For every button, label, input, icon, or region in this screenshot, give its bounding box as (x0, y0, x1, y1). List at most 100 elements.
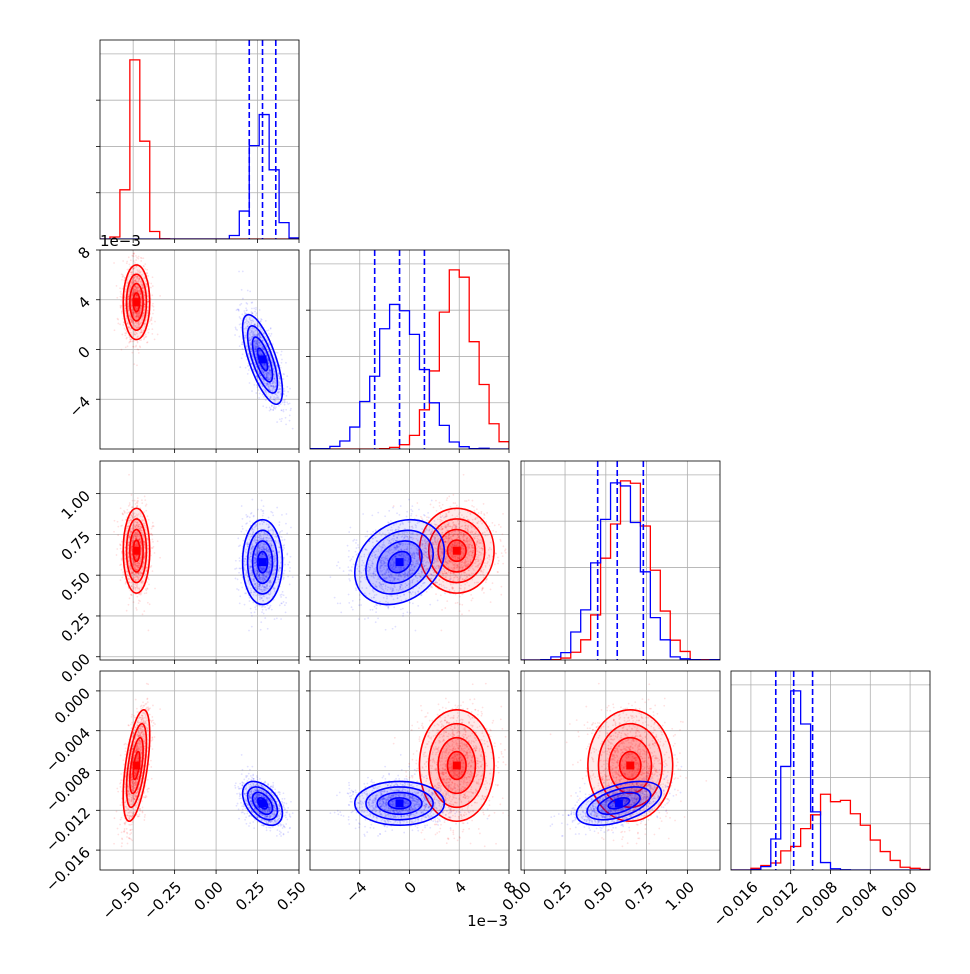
panel-content (113, 474, 293, 632)
scatter-point (272, 514, 274, 516)
scatter-point (253, 308, 255, 310)
scatter-point (151, 539, 153, 541)
scatter-point (285, 523, 287, 525)
scatter-point (289, 561, 291, 563)
scatter-point (132, 500, 134, 502)
scatter-point (130, 259, 132, 261)
scatter-point (260, 621, 262, 623)
density-peak-red (132, 298, 140, 306)
scatter-point (260, 320, 262, 322)
scatter-point (239, 560, 241, 562)
scatter-point (122, 260, 124, 262)
scatter-point (276, 617, 278, 619)
scatter-point (235, 560, 237, 562)
scatter-point (120, 293, 122, 295)
scatter-point (120, 300, 122, 302)
scatter-point (121, 569, 123, 571)
scatter-point (153, 309, 155, 311)
scatter-point (237, 578, 239, 580)
scatter-point (285, 611, 287, 613)
scatter-point (125, 582, 127, 584)
scatter-point (251, 302, 253, 304)
scatter-point (137, 502, 139, 504)
scatter-point (263, 396, 265, 398)
scatter-point (151, 333, 153, 335)
scatter-point (286, 375, 288, 377)
scatter-point (257, 509, 259, 511)
scatter-point (289, 570, 291, 572)
scatter-point (256, 312, 258, 314)
scatter-point (151, 328, 153, 330)
scatter-point (278, 524, 280, 526)
scatter-point (129, 336, 131, 338)
scatter-point (235, 327, 237, 329)
scatter-point (120, 307, 122, 309)
scatter-point (269, 407, 271, 409)
scatter-point (146, 592, 148, 594)
scatter-point (269, 410, 271, 412)
scatter-point (285, 409, 287, 411)
scatter-point (152, 285, 154, 287)
scatter-point (144, 263, 146, 265)
scatter-point (117, 521, 119, 523)
scatter-point (255, 309, 257, 311)
scatter-point (121, 541, 123, 543)
scatter-point (147, 602, 149, 604)
scatter-point (151, 317, 153, 319)
scatter-point (129, 597, 131, 599)
scatter-point (138, 352, 140, 354)
scatter-point (241, 313, 243, 315)
scatter-point (249, 521, 251, 523)
scatter-point (151, 526, 153, 528)
scatter-point (147, 332, 149, 334)
scatter-point (242, 353, 244, 355)
scatter-point (133, 253, 135, 255)
scatter-point (235, 578, 237, 580)
scatter-point (121, 349, 123, 351)
scatter-point (289, 420, 291, 422)
panel-2-0 (96, 461, 299, 664)
scatter-point (150, 283, 152, 285)
scatter-point (135, 255, 137, 257)
scatter-point (143, 610, 145, 612)
scatter-point (136, 609, 138, 611)
scatter-point (254, 611, 256, 613)
scatter-point (134, 262, 136, 264)
scatter-point (255, 314, 257, 316)
scatter-point (125, 329, 127, 331)
scatter-point (285, 602, 287, 604)
scatter-point (287, 564, 289, 566)
scatter-point (136, 596, 138, 598)
scatter-point (234, 568, 236, 570)
scatter-point (267, 628, 269, 630)
scatter-point (152, 276, 154, 278)
scatter-point (245, 523, 247, 525)
scatter-point (284, 570, 286, 572)
scatter-point (257, 386, 259, 388)
scatter-point (283, 594, 285, 596)
scatter-point (239, 595, 241, 597)
scatter-point (132, 340, 134, 342)
scatter-point (245, 514, 247, 516)
scatter-point (290, 408, 292, 410)
scatter-point (126, 333, 128, 335)
scatter-point (157, 334, 159, 336)
scatter-point (121, 334, 123, 336)
scatter-point (283, 577, 285, 579)
scatter-point (286, 513, 288, 515)
scatter-point (148, 630, 150, 632)
scatter-point (283, 411, 285, 413)
scatter-point (151, 528, 153, 530)
scatter-point (271, 405, 273, 407)
scatter-point (255, 392, 257, 394)
scatter-point (281, 530, 283, 532)
scatter-point (283, 557, 285, 559)
scatter-point (281, 402, 283, 404)
scatter-point (284, 564, 286, 566)
scatter-point (238, 572, 240, 574)
scatter-point (239, 345, 241, 347)
scatter-point (114, 329, 116, 331)
scatter-point (289, 567, 291, 569)
scatter-point (137, 500, 139, 502)
